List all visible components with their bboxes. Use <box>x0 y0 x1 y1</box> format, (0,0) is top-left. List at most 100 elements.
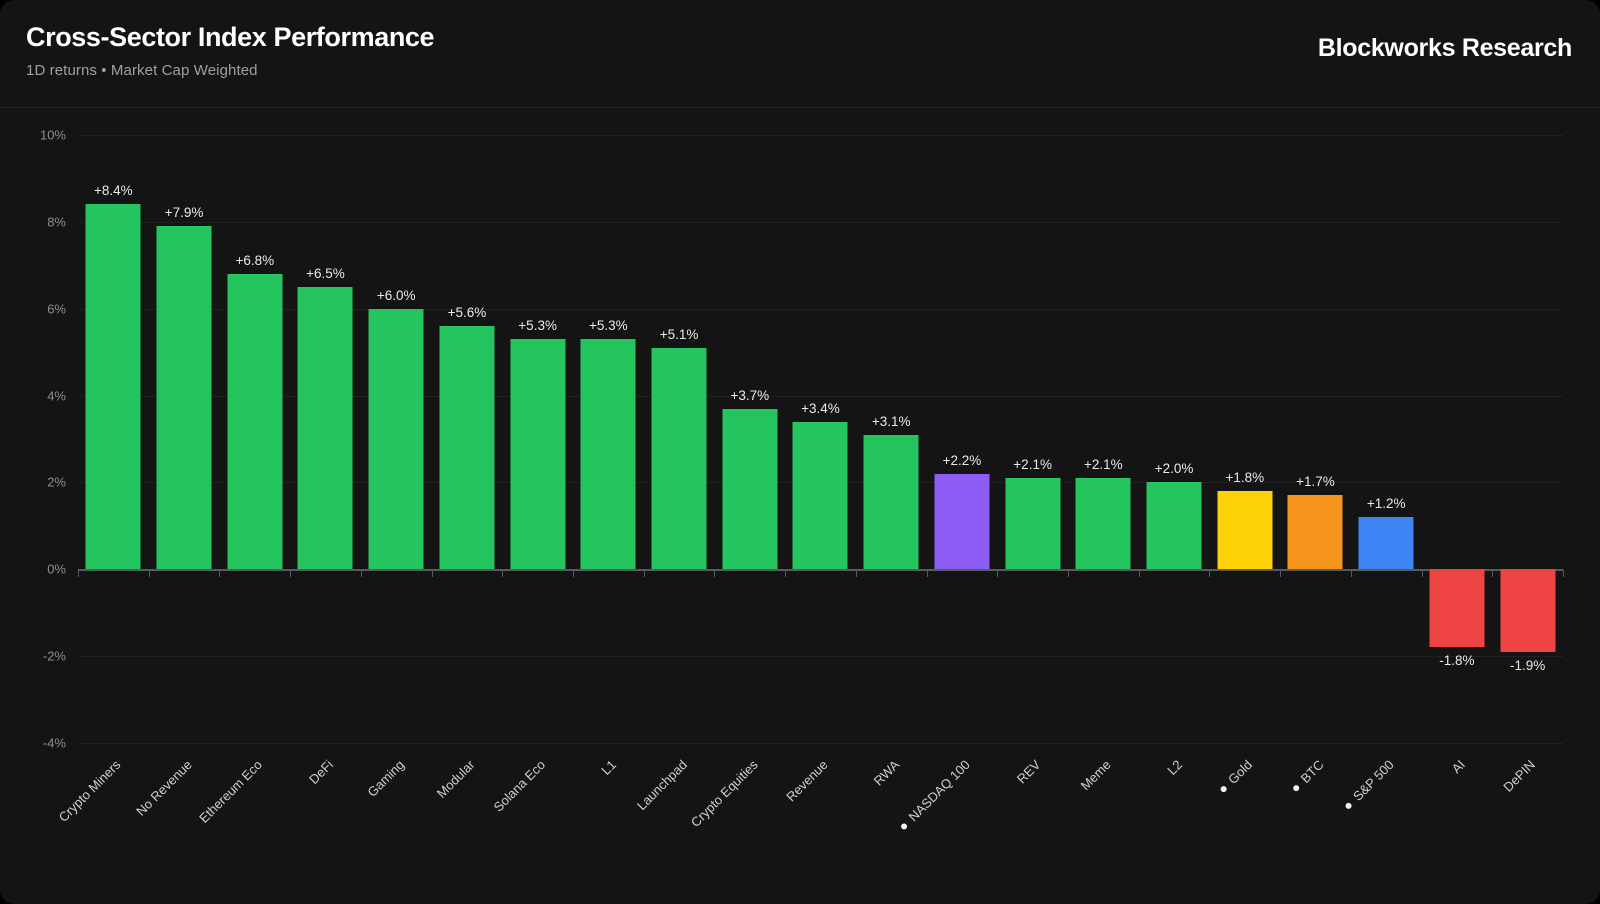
axis-tick <box>431 570 433 578</box>
y-axis-tick-label: 4% <box>47 388 66 404</box>
bar-revenue <box>792 421 848 570</box>
bar-slot-depin: -1.9% <box>1492 135 1563 743</box>
bar-value-label: -1.8% <box>1439 653 1475 669</box>
axis-tick <box>78 570 79 578</box>
x-axis-label-crypto-equities: Crypto Equities <box>687 757 761 830</box>
bar-btc <box>1287 495 1343 570</box>
bar-slot-nasdaq-100: +2.2% <box>927 135 998 743</box>
bar-slot-ai: -1.8% <box>1422 135 1493 743</box>
plot-area: 10% 8% 6% 4% 2% 0% -2% -4% +8.4% +7.9% +6.8% +6.5%… <box>40 128 1564 831</box>
gridline <box>78 395 1563 397</box>
zero-axis-line <box>78 569 1563 572</box>
axis-tick <box>643 570 645 578</box>
bar-value-label: +6.0% <box>376 287 416 303</box>
bar-slot-l2: +2.0% <box>1139 135 1210 743</box>
bar-value-label: +6.8% <box>235 252 275 268</box>
bar-l1 <box>580 339 636 570</box>
axis-tick <box>714 570 716 578</box>
bar-value-label: +7.9% <box>164 205 204 221</box>
bar-s-p-500 <box>1358 517 1414 570</box>
bar-rwa <box>863 434 919 570</box>
x-axis-label-modular: Modular <box>433 757 478 801</box>
y-axis-tick-label: -2% <box>42 648 66 664</box>
bar-value-label: +3.1% <box>871 413 911 429</box>
x-axis-label-gaming: Gaming <box>364 757 407 800</box>
y-axis-tick-label: 8% <box>47 214 66 230</box>
y-axis-tick-label: 2% <box>47 474 66 490</box>
axis-tick <box>997 570 999 578</box>
bar-ethereum-eco <box>227 273 283 570</box>
bar-rev <box>1005 478 1061 570</box>
bar-slot-solana-eco: +5.3% <box>502 135 573 743</box>
x-axis: Crypto Miners No Revenue Ethereum Eco DeFi G… <box>56 743 1563 903</box>
bar-slot-defi: +6.5% <box>290 135 361 743</box>
benchmark-dot-icon <box>1344 801 1353 811</box>
axis-tick <box>785 570 787 578</box>
bar-value-label: +2.1% <box>1013 457 1052 473</box>
axis-tick <box>1068 570 1069 578</box>
axis-tick <box>290 570 292 578</box>
bar-value-label: +2.0% <box>1154 461 1194 477</box>
x-axis-label-rev: REV <box>1013 757 1044 787</box>
bar-modular <box>439 326 495 570</box>
bar-meme <box>1075 478 1131 570</box>
x-axis-label-meme: Meme <box>1077 757 1114 794</box>
axis-tick <box>360 570 362 578</box>
bar-slot-rev: +2.1% <box>997 135 1068 743</box>
y-axis-tick-label: 10% <box>39 127 66 143</box>
bar-slot-meme: +2.1% <box>1068 135 1139 743</box>
bar-crypto-equities <box>722 408 778 570</box>
bar-slot-launchpad: +5.1% <box>644 135 715 743</box>
header-divider <box>0 107 1600 108</box>
bar-value-label: +1.7% <box>1296 474 1335 490</box>
bar-nasdaq-100 <box>934 473 990 570</box>
axis-tick <box>855 570 857 578</box>
bar-value-label: +1.2% <box>1366 496 1406 512</box>
bar-slot-crypto-equities: +3.7% <box>714 135 785 743</box>
axis-tick <box>1350 570 1352 578</box>
axis-tick <box>148 570 150 578</box>
gridline <box>78 221 1563 223</box>
bar-value-label: +2.1% <box>1084 457 1123 473</box>
axis-tick <box>1280 570 1282 578</box>
axis-tick <box>926 570 928 578</box>
bar-slot-l1: +5.3% <box>573 135 644 743</box>
gridline <box>78 308 1563 310</box>
bar-launchpad <box>651 347 707 570</box>
bar-no-revenue <box>156 226 212 570</box>
bar-value-label: +6.5% <box>306 266 345 281</box>
bar-value-label: +3.4% <box>801 400 840 416</box>
x-axis-label-gold: Gold <box>1216 757 1255 796</box>
x-axis-label-ai: AI <box>1448 757 1468 777</box>
x-axis-label-l1: L1 <box>598 757 619 778</box>
y-axis-tick-label: -4% <box>42 735 66 751</box>
x-axis-label-solana-eco: Solana Eco <box>490 757 549 815</box>
chart-subtitle: 1D returns • Market Cap Weighted <box>26 62 258 79</box>
bar-slot-ethereum-eco: +6.8% <box>219 135 290 743</box>
bar-l2 <box>1146 482 1202 570</box>
x-axis-label-defi: DeFi <box>306 757 337 788</box>
benchmark-dot-icon <box>1291 783 1300 793</box>
brand-logo: Blockworks Research <box>1317 34 1572 62</box>
page-title: Cross-Sector Index Performance <box>26 22 435 52</box>
axis-tick <box>502 570 504 578</box>
bar-slot-rwa: +3.1% <box>856 135 927 743</box>
x-axis-label-rwa: RWA <box>870 757 902 789</box>
bar-slot-revenue: +3.4% <box>785 135 856 743</box>
bar-slot-crypto-miners: +8.4% <box>78 135 149 743</box>
x-axis-label-launchpad: Launchpad <box>633 757 690 814</box>
gridline <box>78 135 1563 136</box>
x-axis-label-btc: BTC <box>1288 757 1326 795</box>
bar-defi <box>297 287 353 570</box>
x-axis-label-depin: DePIN <box>1500 757 1539 795</box>
gridline <box>78 743 1563 744</box>
bar-value-label: +1.8% <box>1225 470 1265 486</box>
x-axis-label-crypto-miners: Crypto Miners <box>56 757 124 825</box>
axis-tick <box>219 570 221 578</box>
bar-slot-modular: +5.6% <box>432 135 503 743</box>
axis-tick <box>1138 570 1140 578</box>
bar-ai <box>1429 569 1485 648</box>
gridline <box>78 656 1563 658</box>
x-axis-label-s-p-500: S&P 500 <box>1341 757 1397 813</box>
